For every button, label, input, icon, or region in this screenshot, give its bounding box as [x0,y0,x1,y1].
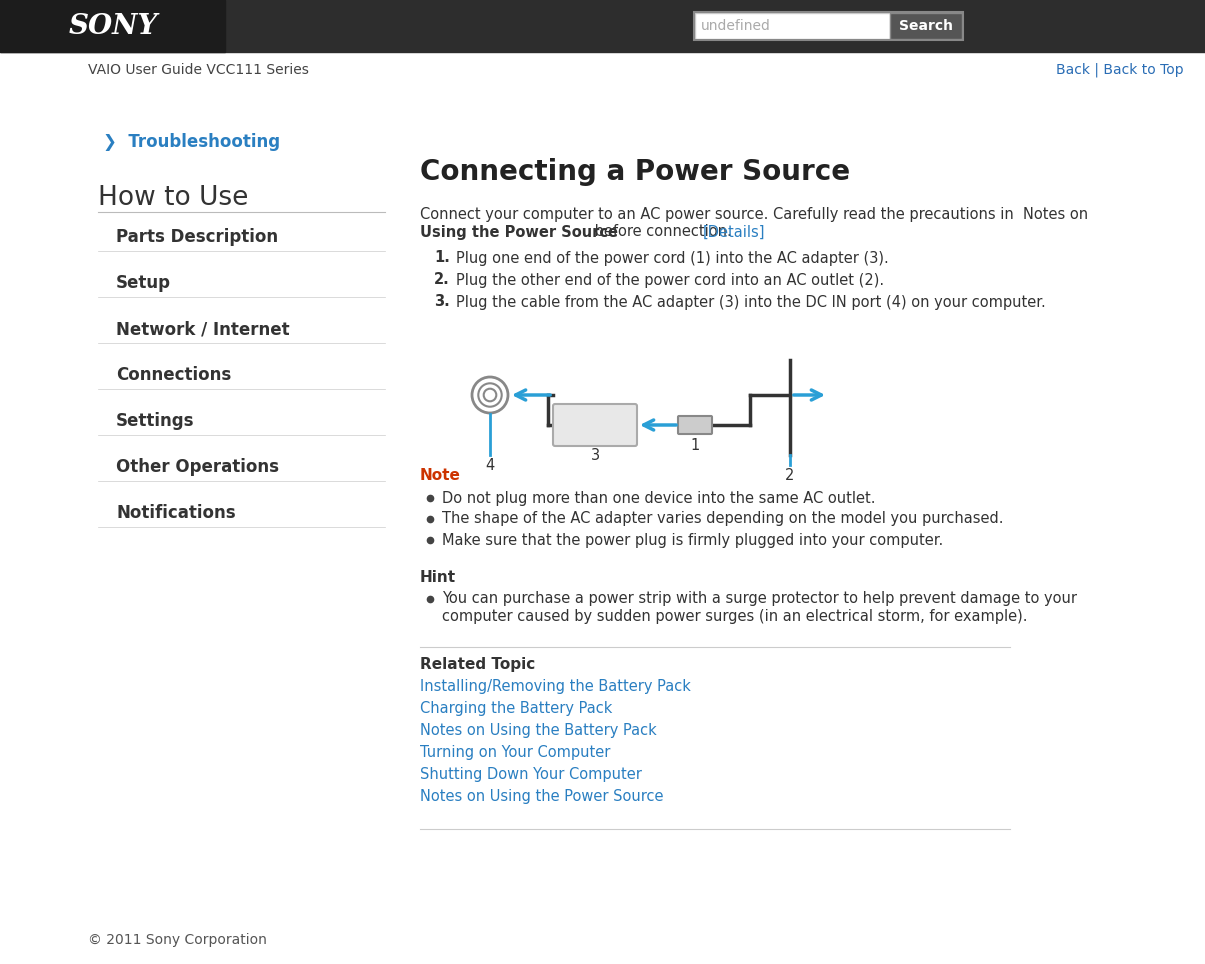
Text: Parts Description: Parts Description [116,228,278,246]
Bar [0,0,225,52]
FancyBboxPatch shape [553,404,637,446]
Text: undefined: undefined [701,19,771,33]
Text: Do not plug more than one device into the same AC outlet.: Do not plug more than one device into th… [442,491,876,505]
Text: [Details]: [Details] [703,225,765,239]
Text: ❯  Troubleshooting: ❯ Troubleshooting [102,133,280,151]
Text: Plug one end of the power cord (1) into the AC adapter (3).: Plug one end of the power cord (1) into … [455,251,889,265]
Text: © 2011 Sony Corporation: © 2011 Sony Corporation [88,933,266,947]
Text: VAIO User Guide VCC111 Series: VAIO User Guide VCC111 Series [88,63,308,77]
Text: Shutting Down Your Computer: Shutting Down Your Computer [421,767,642,783]
Text: Charging the Battery Pack: Charging the Battery Pack [421,702,612,716]
Text: 3.: 3. [434,294,449,309]
Text: Notes on Using the Power Source: Notes on Using the Power Source [421,790,664,805]
Text: Hint: Hint [421,570,457,584]
Text: before connection.: before connection. [590,225,736,239]
Text: Connections: Connections [116,366,231,384]
Text: Other Operations: Other Operations [116,458,280,476]
FancyBboxPatch shape [678,416,712,434]
Text: Network / Internet: Network / Internet [116,320,289,338]
Text: Turning on Your Computer: Turning on Your Computer [421,745,611,761]
Text: Back | Back to Top: Back | Back to Top [1057,63,1183,77]
Text: 2: 2 [786,468,794,483]
Text: Plug the cable from the AC adapter (3) into the DC IN port (4) on your computer.: Plug the cable from the AC adapter (3) i… [455,294,1046,309]
Text: Settings: Settings [116,412,194,430]
Text: Note: Note [421,469,460,484]
Text: How to Use: How to Use [98,185,248,211]
Text: 2.: 2. [434,273,449,287]
Text: 4: 4 [486,458,494,472]
Text: You can purchase a power strip with a surge protector to help prevent damage to : You can purchase a power strip with a su… [442,592,1077,606]
Text: 3: 3 [590,448,600,464]
Text: Notifications: Notifications [116,504,236,522]
Text: Plug the other end of the power cord into an AC outlet (2).: Plug the other end of the power cord int… [455,273,884,287]
Text: computer caused by sudden power surges (in an electrical storm, for example).: computer caused by sudden power surges (… [442,609,1028,625]
Bar [694,12,963,40]
Text: The shape of the AC adapter varies depending on the model you purchased.: The shape of the AC adapter varies depen… [442,512,1004,526]
Text: Notes on Using the Battery Pack: Notes on Using the Battery Pack [421,724,657,738]
Bar [890,13,962,39]
Text: Setup: Setup [116,274,171,292]
Text: SONY: SONY [69,13,158,40]
Text: Connect your computer to an AC power source. Carefully read the precautions in  : Connect your computer to an AC power sou… [421,206,1088,222]
Text: Make sure that the power plug is firmly plugged into your computer.: Make sure that the power plug is firmly … [442,532,944,548]
Text: Connecting a Power Source: Connecting a Power Source [421,158,850,186]
Text: Installing/Removing the Battery Pack: Installing/Removing the Battery Pack [421,680,690,694]
Text: Search: Search [899,19,953,33]
Text: Related Topic: Related Topic [421,657,535,673]
Bar [0,0,1205,52]
Text: Using the Power Source: Using the Power Source [421,225,618,239]
Bar [695,13,890,39]
Text: 1.: 1. [434,251,449,265]
Text: 1: 1 [690,438,700,452]
